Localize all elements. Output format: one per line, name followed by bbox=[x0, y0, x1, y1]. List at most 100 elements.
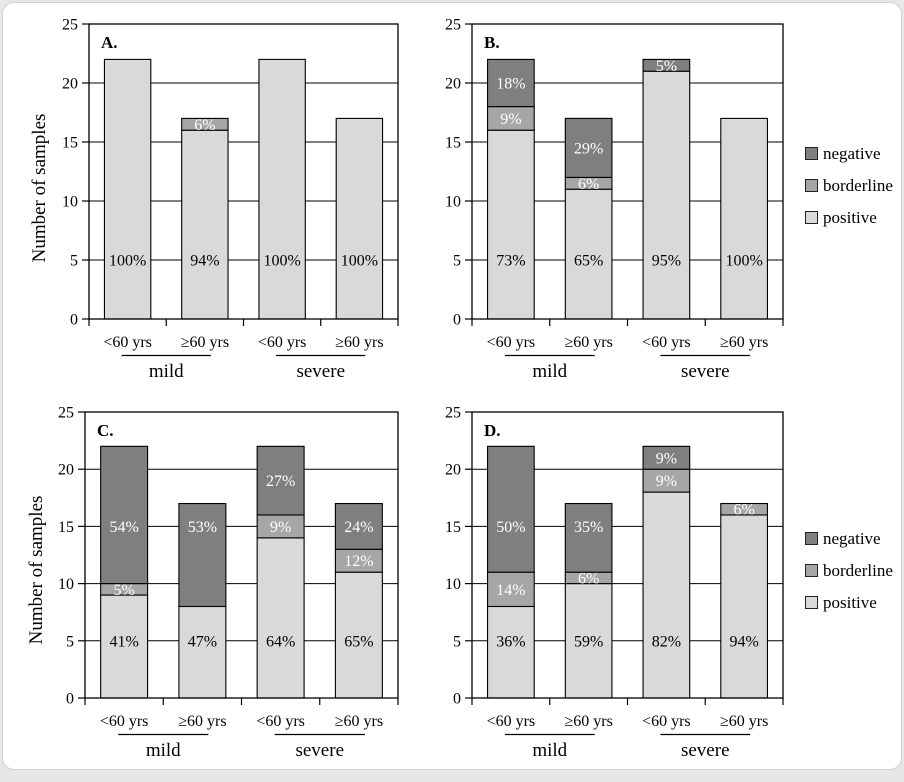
bar-segment-borderline bbox=[720, 502, 768, 516]
segment-label: 18% bbox=[496, 76, 525, 93]
legend-label: positive bbox=[823, 208, 877, 227]
category-label: ≥60 yrs bbox=[720, 334, 768, 351]
segment-label: 6% bbox=[194, 117, 215, 134]
bar-segment-positive bbox=[564, 583, 613, 699]
legend: negative borderline positive bbox=[805, 530, 893, 626]
bar-segment-positive bbox=[256, 537, 305, 699]
y-tick-label: 10 bbox=[62, 194, 78, 211]
bar-segment-positive bbox=[103, 58, 152, 320]
legend-item-borderline: borderline bbox=[805, 177, 893, 194]
y-tick-label: 10 bbox=[58, 576, 74, 593]
legend-label: borderline bbox=[823, 176, 893, 195]
category-label: <60 yrs bbox=[487, 713, 536, 730]
y-tick-label: 25 bbox=[445, 17, 461, 34]
segment-label: 65% bbox=[344, 633, 373, 650]
panel-letter: D. bbox=[484, 421, 501, 440]
bar-segment-negative bbox=[486, 445, 535, 573]
bar-segment-positive bbox=[642, 491, 691, 699]
segment-label: 9% bbox=[270, 519, 291, 536]
legend-swatch-borderline bbox=[805, 179, 818, 192]
bar-segment-positive bbox=[181, 129, 229, 320]
category-label: <60 yrs bbox=[258, 334, 307, 351]
group-label: severe bbox=[681, 740, 730, 761]
segment-label: 14% bbox=[496, 582, 525, 599]
legend-swatch-negative bbox=[805, 147, 818, 160]
segment-label: 9% bbox=[500, 111, 521, 128]
panel-A: 100% 94% 6% 100% 100% 0 5 10 15 20 25 <60 yrs ≥60 yr… bbox=[62, 17, 399, 382]
category-label: ≥60 yrs bbox=[335, 713, 383, 730]
bar-segment-negative bbox=[100, 445, 149, 585]
category-label: ≥60 yrs bbox=[564, 713, 612, 730]
category-label: <60 yrs bbox=[100, 713, 149, 730]
segment-label: 9% bbox=[656, 450, 677, 467]
segment-label: 24% bbox=[344, 519, 373, 536]
category-label: <60 yrs bbox=[487, 334, 536, 351]
segment-label: 54% bbox=[109, 519, 138, 536]
segment-label: 5% bbox=[656, 58, 677, 75]
y-tick-label: 15 bbox=[445, 135, 461, 152]
y-tick-label: 15 bbox=[58, 519, 74, 536]
category-label: <60 yrs bbox=[256, 713, 305, 730]
legend-label: borderline bbox=[823, 561, 893, 580]
segment-label: 6% bbox=[578, 176, 599, 193]
legend-item-negative: negative bbox=[805, 145, 893, 162]
y-tick-label: 20 bbox=[445, 76, 461, 93]
segment-label: 6% bbox=[733, 502, 754, 519]
y-tick-label: 15 bbox=[445, 519, 461, 536]
y-tick-label: 5 bbox=[453, 633, 461, 650]
bar-segment-negative bbox=[486, 58, 535, 108]
segment-label: 95% bbox=[652, 253, 681, 270]
segment-label: 59% bbox=[574, 633, 603, 650]
bar-segment-positive bbox=[720, 117, 768, 320]
bar-segment-negative bbox=[642, 445, 691, 470]
bar-segment-negative bbox=[642, 58, 691, 72]
segment-label: 64% bbox=[266, 633, 295, 650]
category-label: ≥60 yrs bbox=[335, 334, 383, 351]
segment-label: 53% bbox=[188, 519, 217, 536]
segment-label: 94% bbox=[190, 253, 219, 270]
bar-segment-positive bbox=[486, 605, 535, 699]
group-label: severe bbox=[296, 361, 345, 382]
y-tick-label: 5 bbox=[453, 253, 461, 270]
segment-label: 50% bbox=[496, 519, 525, 536]
panel-letter: A. bbox=[101, 33, 118, 52]
legend-label: negative bbox=[823, 144, 881, 163]
y-tick-label: 15 bbox=[62, 135, 78, 152]
segment-label: 100% bbox=[341, 253, 378, 270]
y-tick-label: 10 bbox=[445, 576, 461, 593]
segment-label: 65% bbox=[574, 253, 603, 270]
bar-segment-positive bbox=[258, 58, 306, 320]
bar-segment-positive bbox=[178, 605, 227, 699]
segment-label: 73% bbox=[496, 253, 525, 270]
segment-label: 41% bbox=[109, 633, 138, 650]
panel-C: 41% 5% 54% 47% 53% 64% 9% 27% 65% 12% 24% 0 5 10 15 20 2… bbox=[58, 405, 399, 761]
y-tick-label: 0 bbox=[453, 312, 461, 329]
segment-label: 100% bbox=[109, 253, 146, 270]
y-tick-label: 0 bbox=[70, 312, 78, 329]
category-label: <60 yrs bbox=[642, 713, 691, 730]
y-axis-title: Number of samples bbox=[29, 113, 50, 263]
category-label: ≥60 yrs bbox=[178, 713, 226, 730]
y-tick-label: 5 bbox=[70, 253, 78, 270]
group-label: mild bbox=[146, 740, 181, 761]
bar-segment-negative bbox=[564, 117, 613, 178]
bar-segment-negative bbox=[178, 502, 227, 608]
panel-letter: B. bbox=[484, 33, 500, 52]
legend-item-positive: positive bbox=[805, 209, 893, 226]
y-tick-label: 25 bbox=[62, 17, 78, 34]
y-tick-label: 20 bbox=[445, 462, 461, 479]
category-label: ≥60 yrs bbox=[564, 334, 612, 351]
group-label: mild bbox=[149, 361, 184, 382]
segment-label: 36% bbox=[496, 633, 525, 650]
segment-label: 47% bbox=[188, 633, 217, 650]
segment-label: 5% bbox=[113, 582, 134, 599]
segment-label: 82% bbox=[652, 633, 681, 650]
panel-letter: C. bbox=[97, 421, 114, 440]
bar-segment-positive bbox=[335, 117, 384, 320]
legend: negative borderline positive bbox=[805, 145, 893, 241]
legend-swatch-negative bbox=[805, 532, 818, 545]
group-label: severe bbox=[295, 740, 344, 761]
y-tick-label: 25 bbox=[58, 405, 74, 422]
y-axis-title: Number of samples bbox=[26, 495, 47, 645]
group-label: mild bbox=[532, 740, 567, 761]
